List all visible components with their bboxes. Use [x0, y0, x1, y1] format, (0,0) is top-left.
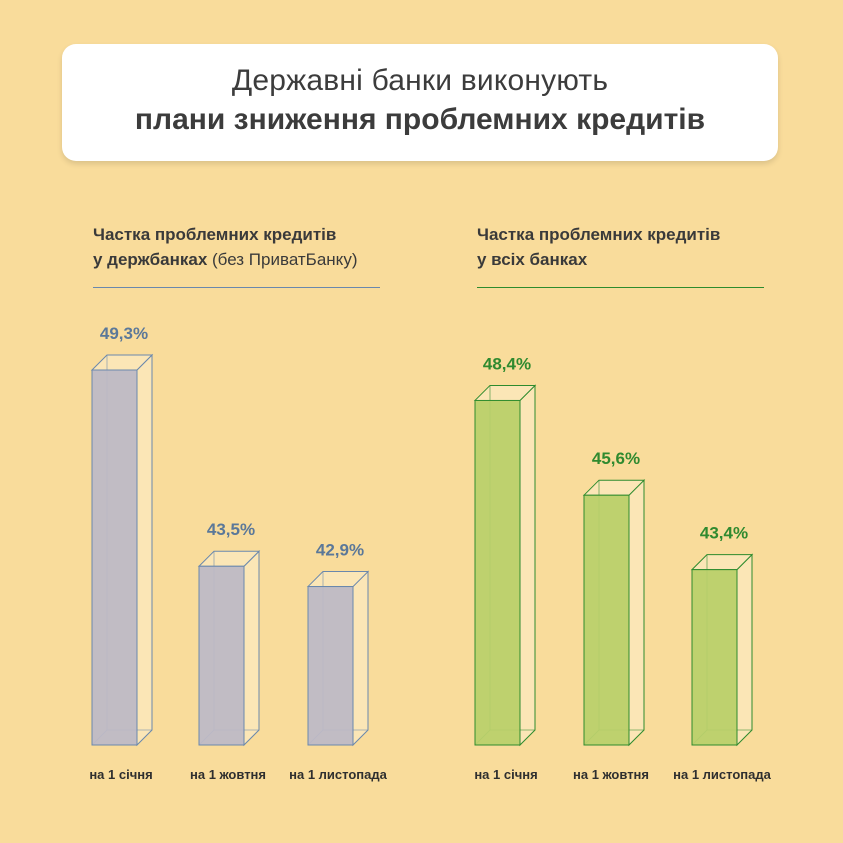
all-bar-2-value-label: 45,6%: [592, 449, 640, 468]
page-title-line1: Державні банки виконують: [231, 64, 609, 97]
right-chart-title-strong: у всіх банках: [477, 250, 588, 269]
right-chart-title-rule: [477, 287, 764, 288]
right-chart-title: Частка проблемних кредитів у всіх банках: [477, 222, 720, 272]
all-bar-3-category-label: на 1 листопада: [673, 767, 771, 782]
state-bar-2-side: [243, 550, 260, 747]
all-bar-2-side: [628, 478, 645, 747]
all-bar-1-front: [474, 399, 521, 746]
all-bar-1-side: [519, 384, 536, 747]
all-bar-3-front: [691, 569, 738, 746]
state-bar-1-category-label: на 1 січня: [89, 767, 152, 782]
left-chart-title-line1: Частка проблемних кредитів: [93, 225, 337, 244]
all-bar-3-value-label: 43,4%: [700, 524, 748, 543]
state-bar-3-category-label: на 1 листопада: [289, 767, 387, 782]
state-bar-2-value-label: 43,5%: [207, 520, 255, 539]
left-chart-title-rule: [93, 287, 380, 288]
state-bar-2-front: [198, 565, 245, 746]
state-bar-2-category-label: на 1 жовтня: [190, 767, 266, 782]
state-bar-1-side: [136, 353, 153, 747]
right-chart-title-line1: Частка проблемних кредитів: [477, 225, 721, 244]
all-bar-1-value-label: 48,4%: [483, 354, 531, 373]
page-title-line2: плани зниження проблемних кредитів: [134, 103, 706, 136]
state-bar-1-value-label: 49,3%: [100, 324, 148, 343]
all-bar-2-front: [583, 494, 630, 746]
state-bar-1-front: [91, 369, 138, 746]
state-bar-3-front: [307, 586, 354, 746]
all-bar-3-side: [736, 553, 753, 747]
state-bar-3-value-label: 42,9%: [316, 541, 364, 560]
left-chart-title-strong: у держбанках: [93, 250, 208, 269]
left-chart-title-note: (без ПриватБанку): [207, 250, 358, 269]
left-chart-title: Частка проблемних кредитів у держбанках …: [93, 222, 357, 272]
all-bar-2-category-label: на 1 жовтня: [573, 767, 649, 782]
title-card: Державні банки виконують плани зниження …: [62, 44, 778, 161]
all-bar-1-category-label: на 1 січня: [474, 767, 537, 782]
state-bar-3-side: [352, 570, 369, 747]
